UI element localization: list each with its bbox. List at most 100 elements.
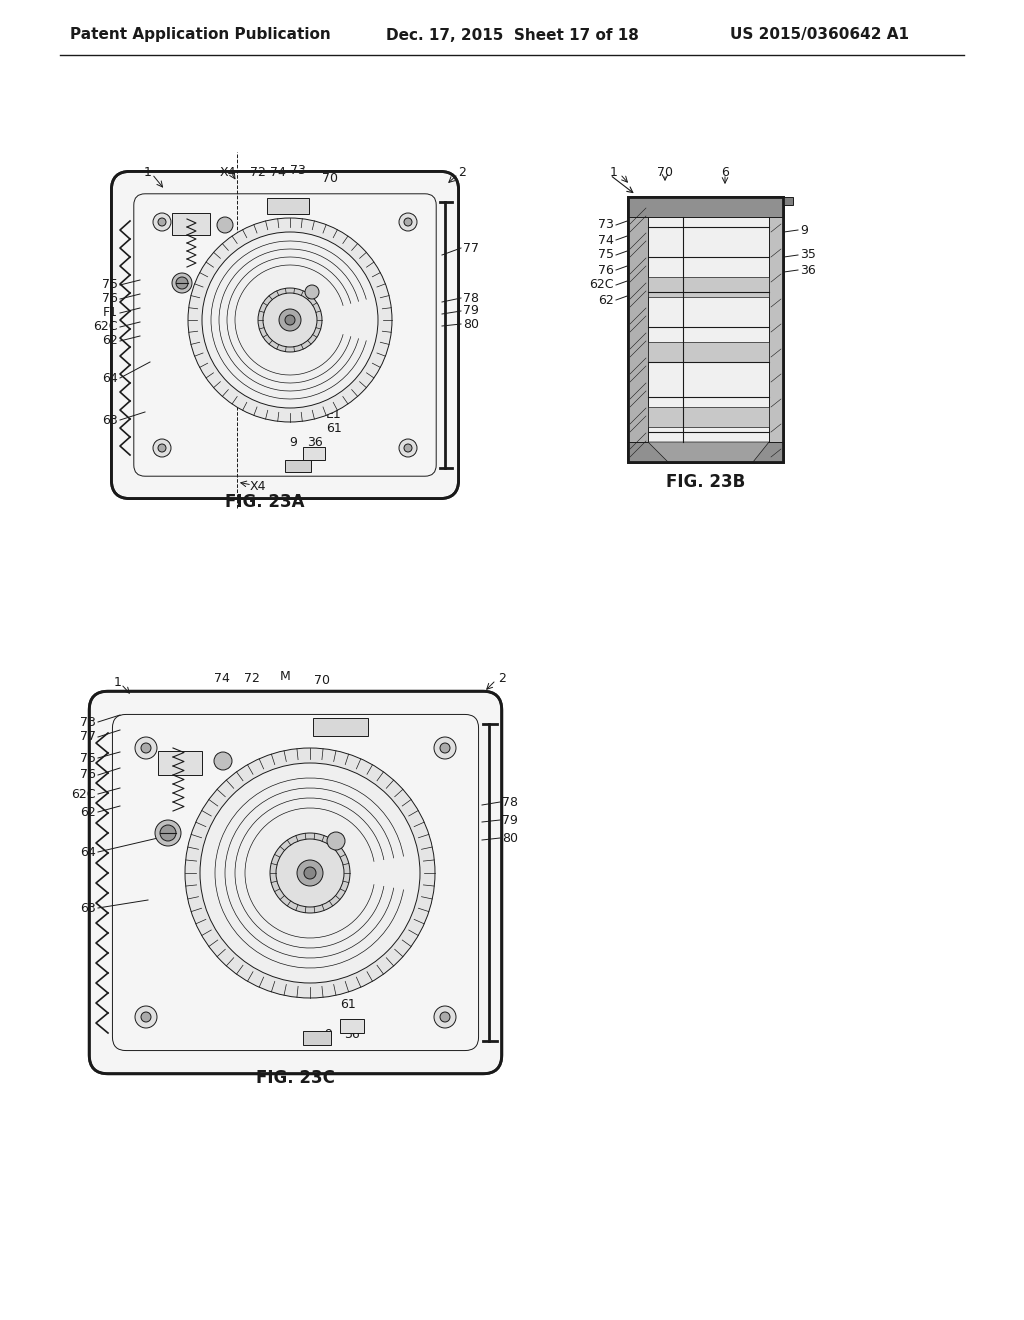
- Text: FIG. 23A: FIG. 23A: [225, 492, 305, 511]
- Text: 1: 1: [114, 676, 122, 689]
- Bar: [303, 1031, 331, 1045]
- Text: Dec. 17, 2015  Sheet 17 of 18: Dec. 17, 2015 Sheet 17 of 18: [386, 28, 638, 42]
- FancyBboxPatch shape: [112, 172, 459, 499]
- Text: 70: 70: [322, 172, 338, 185]
- Circle shape: [214, 752, 232, 770]
- Text: 74: 74: [214, 672, 230, 685]
- Circle shape: [141, 1012, 151, 1022]
- Bar: [313, 718, 368, 737]
- Bar: [628, 197, 783, 462]
- Text: 6: 6: [721, 165, 729, 178]
- Text: 75: 75: [80, 751, 96, 764]
- Circle shape: [158, 444, 166, 451]
- Text: 77: 77: [463, 242, 479, 255]
- Text: 76: 76: [80, 768, 96, 781]
- Circle shape: [135, 1006, 157, 1028]
- Text: 62: 62: [80, 805, 96, 818]
- Text: 61: 61: [326, 421, 342, 434]
- Circle shape: [217, 216, 233, 234]
- Text: 1: 1: [610, 165, 618, 178]
- Text: 73: 73: [598, 219, 614, 231]
- Circle shape: [304, 867, 316, 879]
- Text: 9: 9: [324, 1028, 332, 1041]
- Text: 62: 62: [102, 334, 118, 347]
- Text: 79: 79: [502, 813, 518, 826]
- Text: 76: 76: [598, 264, 614, 276]
- Circle shape: [153, 213, 171, 231]
- Bar: [648, 407, 769, 426]
- Text: 36: 36: [307, 436, 323, 449]
- Text: 77: 77: [80, 730, 96, 743]
- Text: X4: X4: [250, 480, 266, 494]
- Text: 61: 61: [340, 998, 356, 1011]
- Bar: [648, 277, 769, 297]
- Circle shape: [285, 315, 295, 325]
- Text: 73: 73: [290, 164, 306, 177]
- Text: 9: 9: [800, 223, 808, 236]
- Text: 72: 72: [244, 672, 260, 685]
- Circle shape: [440, 743, 450, 752]
- Circle shape: [276, 840, 344, 907]
- Circle shape: [141, 743, 151, 752]
- Polygon shape: [648, 442, 769, 462]
- Bar: [303, 447, 325, 459]
- Circle shape: [270, 833, 350, 913]
- Bar: [628, 442, 783, 462]
- Bar: [340, 1019, 364, 1034]
- Bar: [628, 197, 783, 216]
- Text: 70: 70: [314, 673, 330, 686]
- Circle shape: [153, 440, 171, 457]
- Bar: [769, 197, 783, 462]
- Text: 9: 9: [289, 436, 297, 449]
- Text: 72: 72: [250, 165, 266, 178]
- Text: FIG. 23B: FIG. 23B: [667, 473, 745, 491]
- Text: 35: 35: [800, 248, 816, 261]
- Text: 78: 78: [463, 292, 479, 305]
- Text: 36: 36: [800, 264, 816, 276]
- Text: 79: 79: [463, 305, 479, 318]
- Circle shape: [404, 444, 412, 451]
- Circle shape: [202, 232, 378, 408]
- Text: 62: 62: [598, 293, 614, 306]
- Bar: [158, 751, 202, 775]
- Text: 2: 2: [498, 672, 506, 685]
- Text: 74: 74: [270, 165, 286, 178]
- Circle shape: [200, 763, 420, 983]
- Circle shape: [279, 309, 301, 331]
- FancyBboxPatch shape: [89, 692, 502, 1073]
- Text: 2: 2: [458, 165, 466, 178]
- Circle shape: [185, 748, 435, 998]
- Text: 64: 64: [102, 371, 118, 384]
- Text: 63: 63: [102, 413, 118, 426]
- Text: 76: 76: [102, 293, 118, 305]
- Text: E1: E1: [326, 408, 342, 421]
- Bar: [783, 197, 793, 205]
- Text: Patent Application Publication: Patent Application Publication: [70, 28, 331, 42]
- Circle shape: [263, 293, 317, 347]
- Bar: [285, 459, 311, 473]
- Text: 62C: 62C: [72, 788, 96, 800]
- Circle shape: [258, 288, 322, 352]
- Text: F1: F1: [103, 306, 118, 319]
- Text: 63: 63: [80, 902, 96, 915]
- Bar: [648, 342, 769, 362]
- Circle shape: [188, 218, 392, 422]
- Circle shape: [399, 440, 417, 457]
- Bar: [172, 213, 210, 235]
- Circle shape: [434, 737, 456, 759]
- Bar: [628, 197, 783, 462]
- Text: 1: 1: [144, 165, 152, 178]
- Text: X4: X4: [220, 165, 237, 178]
- Text: 75: 75: [598, 248, 614, 261]
- Circle shape: [440, 1012, 450, 1022]
- Text: 78: 78: [502, 796, 518, 808]
- Text: 74: 74: [598, 234, 614, 247]
- Text: FIG. 23C: FIG. 23C: [256, 1069, 335, 1086]
- Circle shape: [160, 825, 176, 841]
- Text: 36: 36: [344, 1028, 359, 1041]
- Circle shape: [172, 273, 193, 293]
- Text: 70: 70: [657, 165, 673, 178]
- Circle shape: [399, 213, 417, 231]
- Text: M: M: [280, 669, 291, 682]
- Circle shape: [155, 820, 181, 846]
